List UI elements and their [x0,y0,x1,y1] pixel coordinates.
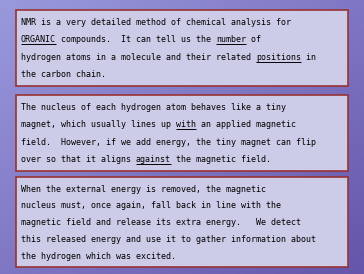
Text: against: against [136,155,171,164]
Text: the hydrogen which was excited.: the hydrogen which was excited. [21,252,176,261]
Text: an applied magnetic: an applied magnetic [196,120,296,129]
FancyBboxPatch shape [16,95,348,171]
Text: number: number [216,35,246,44]
Text: NMR is a very detailed method of chemical analysis for: NMR is a very detailed method of chemica… [21,18,291,27]
Text: the carbon chain.: the carbon chain. [21,70,106,79]
Text: nucleus must, once again, fall back in line with the: nucleus must, once again, fall back in l… [21,201,281,210]
Text: in: in [301,53,316,62]
Text: the magnetic field.: the magnetic field. [171,155,271,164]
Text: When the external energy is removed, the magnetic: When the external energy is removed, the… [21,185,266,194]
Text: compounds.  It can tell us the: compounds. It can tell us the [56,35,216,44]
Text: magnetic field and release its extra energy.   We detect: magnetic field and release its extra ene… [21,218,301,227]
Text: ORGANIC: ORGANIC [21,35,56,44]
Text: field.  However, if we add energy, the tiny magnet can flip: field. However, if we add energy, the ti… [21,138,316,147]
Text: of: of [246,35,261,44]
Text: positions: positions [256,53,301,62]
Text: magnet, which usually lines up: magnet, which usually lines up [21,120,176,129]
FancyBboxPatch shape [16,177,348,267]
Text: The nucleus of each hydrogen atom behaves like a tiny: The nucleus of each hydrogen atom behave… [21,103,286,112]
Text: hydrogen atoms in a molecule and their related: hydrogen atoms in a molecule and their r… [21,53,256,62]
FancyBboxPatch shape [16,10,348,86]
Text: this released energy and use it to gather information about: this released energy and use it to gathe… [21,235,316,244]
Text: with: with [176,120,196,129]
Text: over so that it aligns: over so that it aligns [21,155,136,164]
